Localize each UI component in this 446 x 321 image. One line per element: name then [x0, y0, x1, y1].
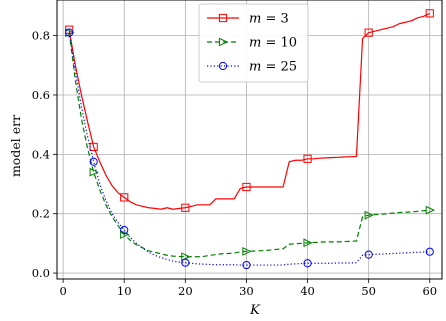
y-axis-label: model err	[8, 115, 23, 177]
y-tick-label: 0.4	[32, 147, 50, 161]
data-point-marker	[425, 247, 434, 256]
legend-label-value: = 3	[261, 12, 288, 27]
x-tick-label: 10	[117, 284, 132, 298]
x-axis-label: K	[249, 303, 261, 318]
legend-marker	[218, 13, 228, 23]
legend-marker	[218, 61, 228, 71]
series-line	[68, 12, 431, 210]
legend-label: m = 10	[249, 36, 297, 51]
legend-label-value: = 10	[261, 36, 297, 51]
y-tick-label: 0.6	[32, 88, 50, 102]
series-layer	[65, 9, 436, 270]
legend-label-value: = 25	[261, 60, 297, 75]
data-point-marker	[181, 252, 191, 262]
x-tick-label: 50	[361, 284, 376, 298]
legend-box	[198, 3, 309, 83]
legend-label-symbol: m	[249, 36, 261, 51]
data-point-marker	[65, 28, 74, 37]
data-point-marker	[364, 28, 373, 37]
plot-frame	[56, 0, 443, 280]
data-point-marker	[120, 193, 129, 202]
x-tick-label: 30	[239, 284, 254, 298]
series-1	[65, 28, 436, 262]
data-point-marker	[242, 247, 252, 256]
tick-labels: 0 10 20 30 40 50 60 0.0 0.2 0.4 0.6 0.8	[32, 29, 437, 298]
data-point-marker	[181, 258, 190, 267]
y-tick-label: 0.0	[32, 266, 50, 280]
legend: m = 3m = 10m = 25	[198, 3, 309, 83]
data-point-marker	[89, 157, 98, 166]
data-point-marker	[303, 154, 312, 163]
data-point-marker	[425, 9, 434, 18]
y-tick-label: 0.8	[32, 29, 50, 43]
series-2	[65, 28, 434, 270]
data-point-marker	[120, 230, 130, 239]
data-point-marker	[364, 210, 374, 220]
data-point-marker	[364, 250, 373, 259]
grid-lines	[57, 0, 442, 279]
data-point-marker	[120, 225, 129, 235]
legend-label: m = 25	[249, 60, 297, 75]
y-tick-label: 0.2	[32, 207, 50, 221]
x-tick-label: 0	[59, 284, 66, 298]
legend-label-symbol: m	[249, 60, 261, 75]
series-line	[68, 32, 430, 258]
x-tick-label: 20	[178, 284, 193, 298]
data-point-marker	[242, 182, 251, 192]
legend-label: m = 3	[249, 12, 289, 27]
x-tick-label: 40	[300, 284, 315, 298]
data-point-marker	[425, 205, 436, 215]
data-point-marker	[303, 238, 313, 248]
data-point-marker	[181, 203, 190, 212]
legend-label-symbol: m	[249, 12, 261, 27]
data-point-marker	[89, 167, 99, 177]
legend-marker	[218, 37, 229, 47]
data-point-marker	[242, 260, 251, 270]
axes	[56, 0, 443, 280]
data-point-marker	[303, 259, 312, 268]
x-tick-label: 60	[422, 284, 437, 298]
series-line	[68, 32, 430, 266]
